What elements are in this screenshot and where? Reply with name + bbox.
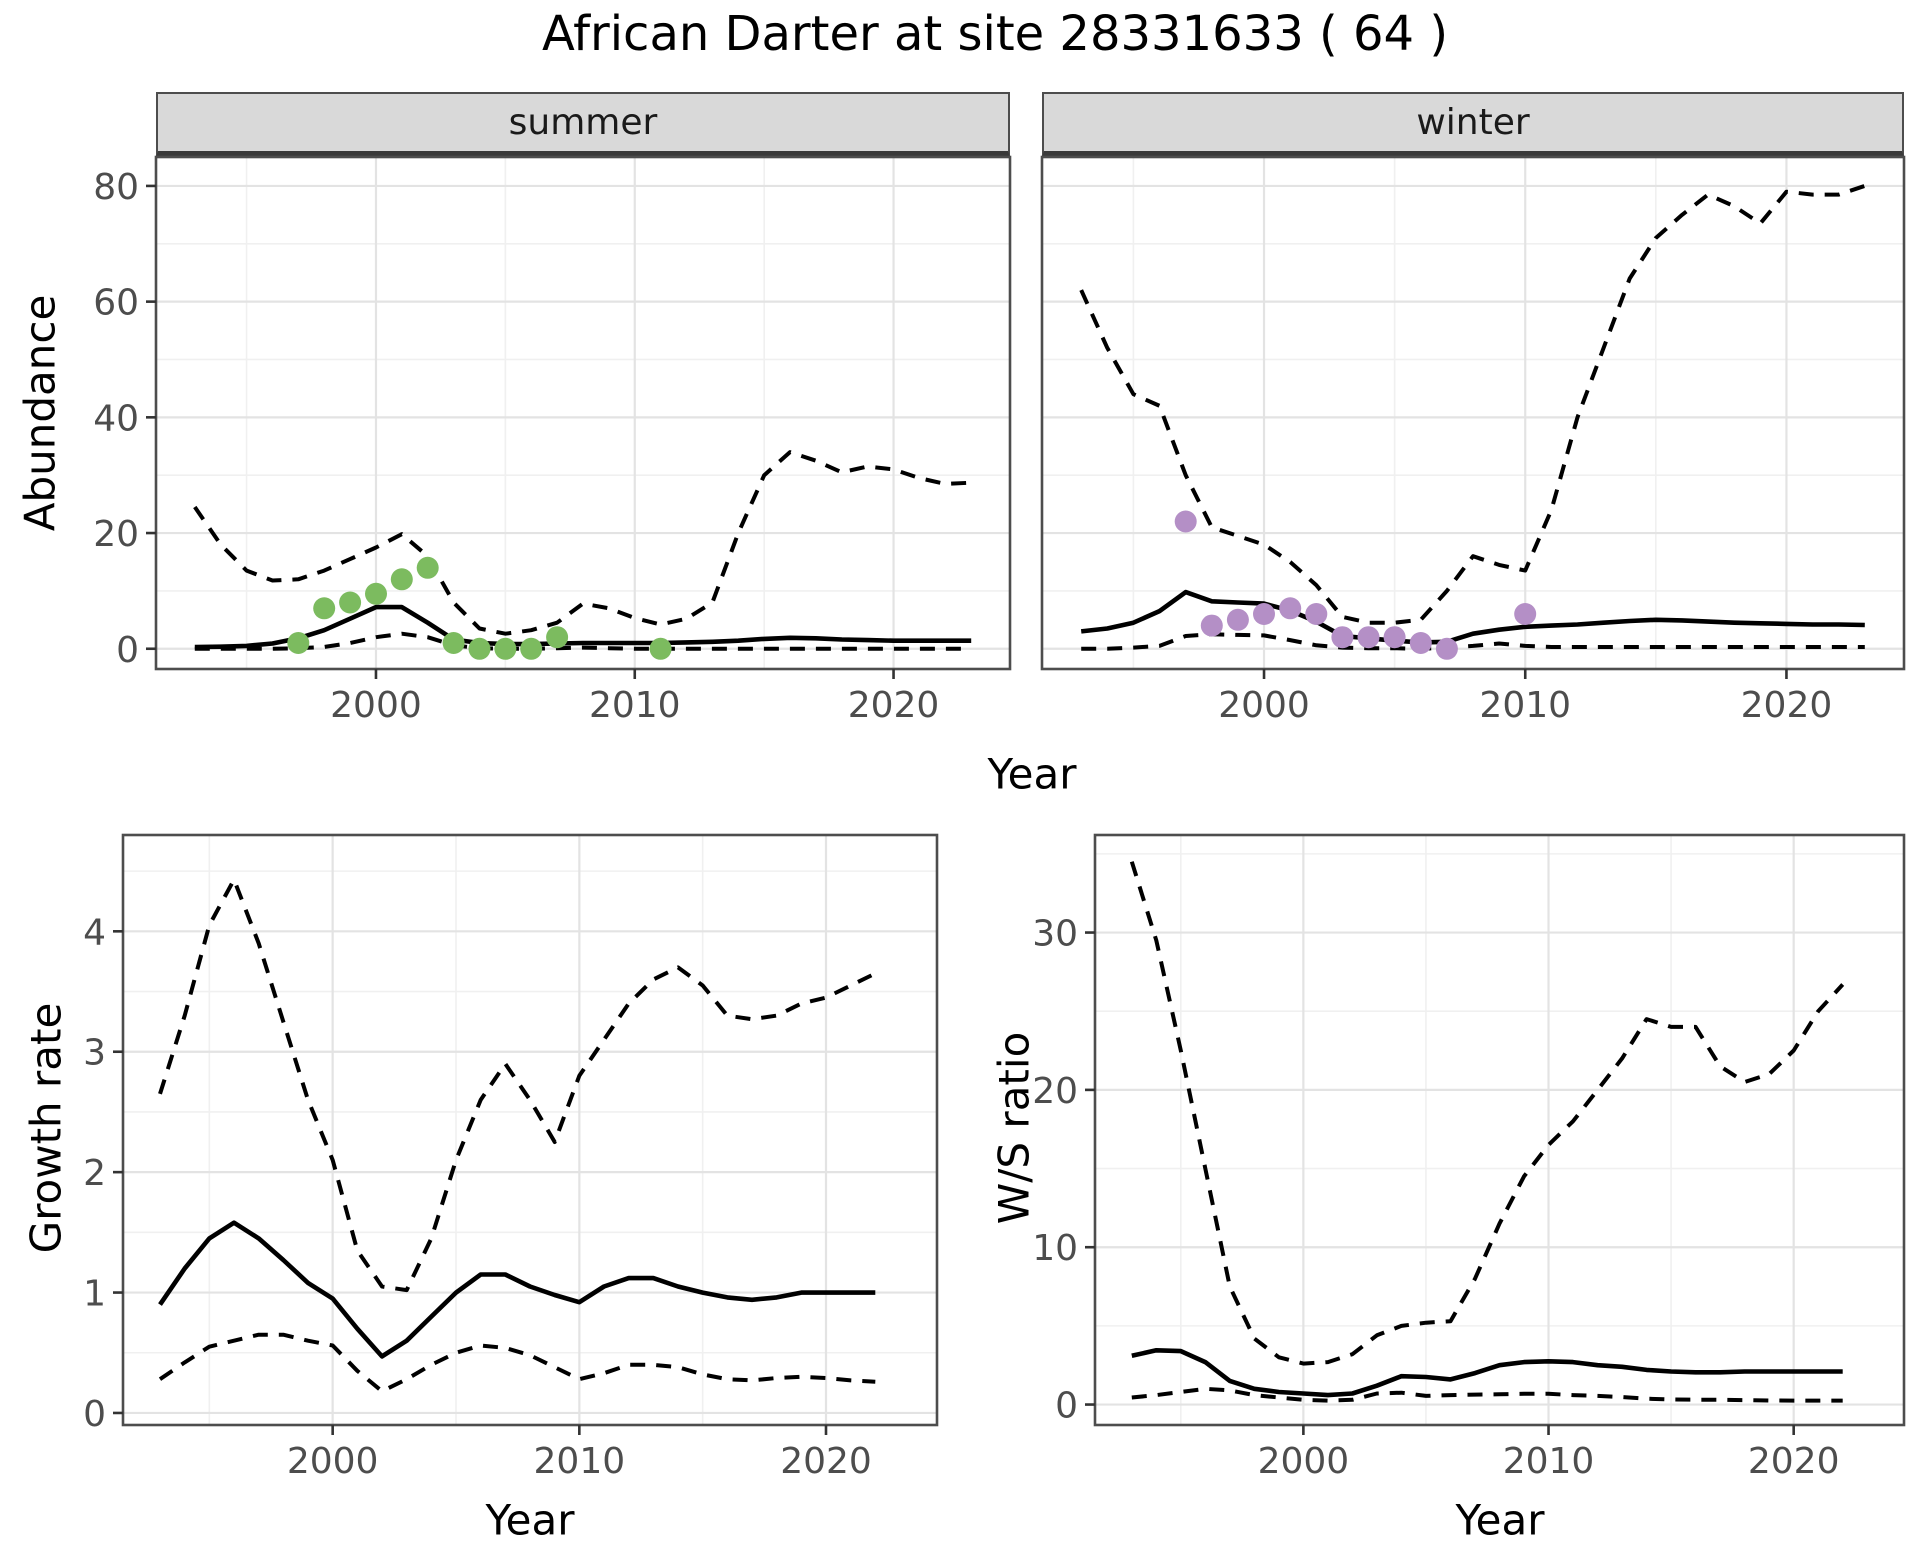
svg-text:3: 3 xyxy=(83,1033,106,1074)
svg-text:2000: 2000 xyxy=(287,1441,379,1482)
svg-text:20: 20 xyxy=(1032,1071,1078,1112)
svg-text:1: 1 xyxy=(83,1274,106,1315)
svg-text:2010: 2010 xyxy=(534,1441,626,1482)
x-axis-title-growth-rate: Year xyxy=(485,1495,575,1545)
abundance-winter-chart: 2000 2010 2020 xyxy=(1040,155,1906,726)
page-title: African Darter at site 28331633 ( 64 ) xyxy=(541,6,1449,62)
svg-text:2: 2 xyxy=(83,1153,106,1194)
svg-text:0: 0 xyxy=(116,630,139,671)
svg-text:2020: 2020 xyxy=(1748,1441,1840,1482)
abundance-summer-chart: 2000 2010 2020 0 20 40 60 80 xyxy=(93,155,1012,726)
svg-text:10: 10 xyxy=(1032,1228,1078,1269)
svg-text:2020: 2020 xyxy=(848,685,940,726)
svg-text:2000: 2000 xyxy=(1258,1441,1350,1482)
svg-text:2020: 2020 xyxy=(1741,685,1833,726)
facet-strip-winter-label: winter xyxy=(1416,102,1530,143)
svg-text:20: 20 xyxy=(93,514,139,555)
svg-text:80: 80 xyxy=(93,167,139,208)
svg-text:30: 30 xyxy=(1032,914,1078,955)
svg-text:2010: 2010 xyxy=(1479,685,1571,726)
svg-text:40: 40 xyxy=(93,398,139,439)
x-axis-title-top: Year xyxy=(987,749,1077,799)
svg-text:2010: 2010 xyxy=(1503,1441,1595,1482)
svg-text:2000: 2000 xyxy=(1218,685,1310,726)
facet-strip-summer-label: summer xyxy=(508,102,658,143)
svg-text:0: 0 xyxy=(1055,1386,1078,1427)
facet-strip-winter: winter xyxy=(1042,92,1904,157)
svg-text:0: 0 xyxy=(83,1394,106,1435)
facet-strip-summer: summer xyxy=(156,92,1010,157)
x-axis-title-ws-ratio: Year xyxy=(1455,1495,1545,1545)
svg-text:2020: 2020 xyxy=(780,1441,872,1482)
ws-ratio-chart: 2000 2010 2020 0 10 20 30 xyxy=(1032,833,1906,1482)
svg-text:4: 4 xyxy=(83,912,106,953)
y-axis-title-abundance: Abundance xyxy=(15,294,65,532)
svg-text:2000: 2000 xyxy=(330,685,422,726)
growth-rate-chart: 2000 2010 2020 0 1 2 3 4 xyxy=(83,833,939,1482)
svg-text:60: 60 xyxy=(93,283,139,324)
svg-text:2010: 2010 xyxy=(589,685,681,726)
